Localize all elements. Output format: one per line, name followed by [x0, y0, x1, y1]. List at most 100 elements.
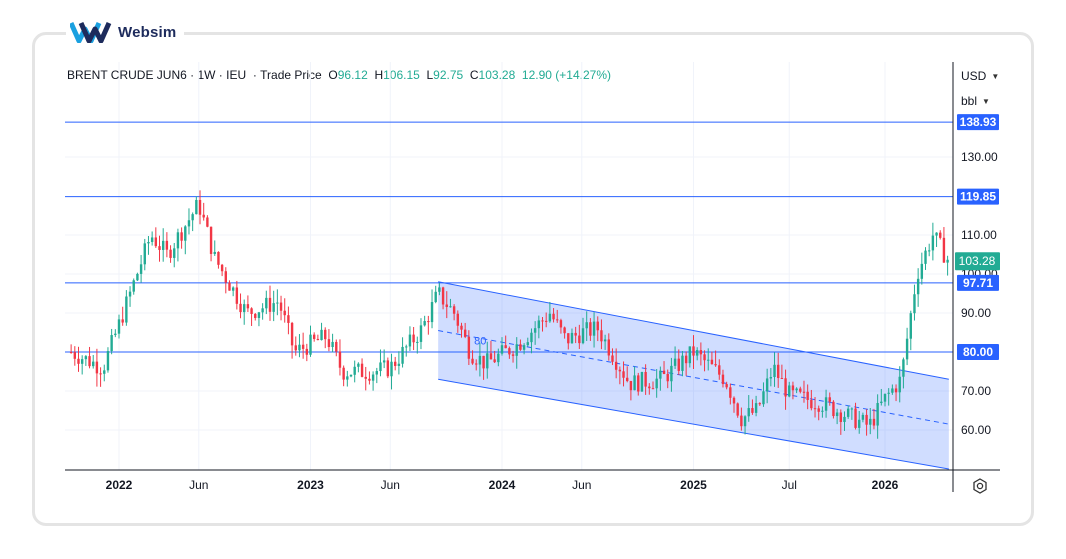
candle-body	[276, 302, 279, 304]
price-type: Trade Price	[260, 68, 322, 82]
symbol-name[interactable]: BRENT CRUDE JUN6	[67, 68, 187, 82]
candle-body	[427, 321, 430, 323]
x-tick-label: 2023	[297, 478, 324, 492]
candle-body	[813, 408, 817, 410]
chevron-down-icon: ▼	[991, 71, 1000, 81]
interval[interactable]: 1W	[197, 68, 216, 82]
candle-body	[618, 369, 622, 372]
candle-body	[327, 339, 331, 348]
candle-body	[371, 374, 375, 381]
candle-body	[931, 235, 935, 251]
channel-label: 80	[474, 336, 486, 348]
candle-body	[935, 232, 938, 236]
candle-body	[751, 408, 754, 413]
candle-body	[905, 338, 909, 360]
candle-body	[858, 419, 861, 428]
candle-body	[309, 334, 312, 355]
x-tick-label: Jun	[381, 478, 400, 492]
candle-body	[397, 363, 401, 366]
candle-body	[408, 334, 412, 347]
candle-body	[563, 327, 566, 334]
currency-select[interactable]: USD ▼	[961, 69, 999, 83]
candle-body	[257, 312, 261, 318]
header-separator: ·	[186, 68, 198, 82]
candle-body	[648, 386, 651, 389]
candle-body	[902, 359, 905, 377]
candle-body	[552, 313, 555, 320]
candle-body	[832, 401, 835, 417]
candle-body	[788, 385, 791, 397]
candle-body	[290, 322, 294, 346]
candle-body	[316, 338, 320, 341]
candle-body	[416, 341, 419, 343]
candle-body	[909, 313, 912, 339]
candle-body	[360, 363, 364, 377]
level-badge-label: 80.00	[963, 345, 993, 359]
candle-body	[169, 249, 172, 258]
candle-body	[519, 344, 522, 350]
x-tick-label: 2026	[872, 478, 899, 492]
candle-body	[379, 362, 382, 372]
candle-body	[287, 315, 290, 323]
candle-body	[762, 391, 765, 405]
candle-body	[456, 313, 460, 326]
candle-body	[758, 403, 761, 405]
candle-body	[449, 306, 452, 308]
level-badge	[957, 188, 999, 205]
x-tick-label: Jun	[572, 478, 591, 492]
unit-label: bbl	[961, 94, 978, 108]
candle-body	[607, 339, 610, 356]
candle-body	[206, 217, 209, 227]
candle-body	[298, 344, 301, 351]
candle-body	[250, 308, 253, 314]
candle-body	[533, 328, 537, 333]
brand-logo[interactable]: Websim	[66, 18, 185, 46]
chevron-down-icon: ▼	[982, 96, 990, 106]
candle-body	[430, 302, 434, 323]
candle-body	[880, 401, 883, 404]
candle-body	[231, 287, 235, 291]
candle-body	[684, 355, 688, 364]
x-tick-label: Jul	[782, 478, 797, 492]
unit-select[interactable]: bbl ▼	[961, 94, 990, 108]
candle-body	[279, 302, 283, 311]
candle-body	[390, 361, 393, 377]
candle-body	[670, 365, 673, 382]
candle-body	[294, 345, 297, 351]
candle-body	[463, 329, 467, 337]
level-badge	[957, 274, 999, 291]
candle-body	[559, 320, 563, 328]
candle-body	[268, 297, 272, 312]
candle-body	[861, 414, 865, 420]
candle-body	[441, 287, 445, 305]
header-separator: ·	[246, 68, 261, 82]
candle-body	[710, 359, 714, 365]
candle-body	[154, 237, 158, 247]
candle-body	[368, 378, 371, 381]
candle-body	[95, 361, 99, 374]
candle-body	[865, 414, 868, 425]
candle-body	[614, 361, 618, 370]
y-tick-label: 110.00	[961, 228, 997, 242]
candle-body	[883, 393, 887, 402]
gear-icon[interactable]	[970, 476, 990, 496]
candle-body	[777, 364, 780, 379]
candle-body	[320, 329, 323, 341]
candle-body	[445, 304, 448, 307]
candle-body	[839, 412, 843, 422]
candle-body	[486, 353, 489, 369]
y-tick-label: 70.00	[961, 384, 991, 398]
candle-body	[198, 199, 202, 215]
candle-body	[500, 345, 504, 354]
channel-upper-line	[438, 281, 949, 380]
level-badge-label: 138.93	[960, 115, 997, 129]
candle-body	[150, 237, 154, 242]
candle-body	[246, 304, 250, 309]
candle-body	[191, 214, 194, 221]
candle-body	[732, 397, 736, 404]
candle-body	[508, 348, 511, 355]
candle-body	[633, 375, 636, 391]
candle-body	[349, 374, 353, 377]
candle-body	[795, 388, 798, 391]
